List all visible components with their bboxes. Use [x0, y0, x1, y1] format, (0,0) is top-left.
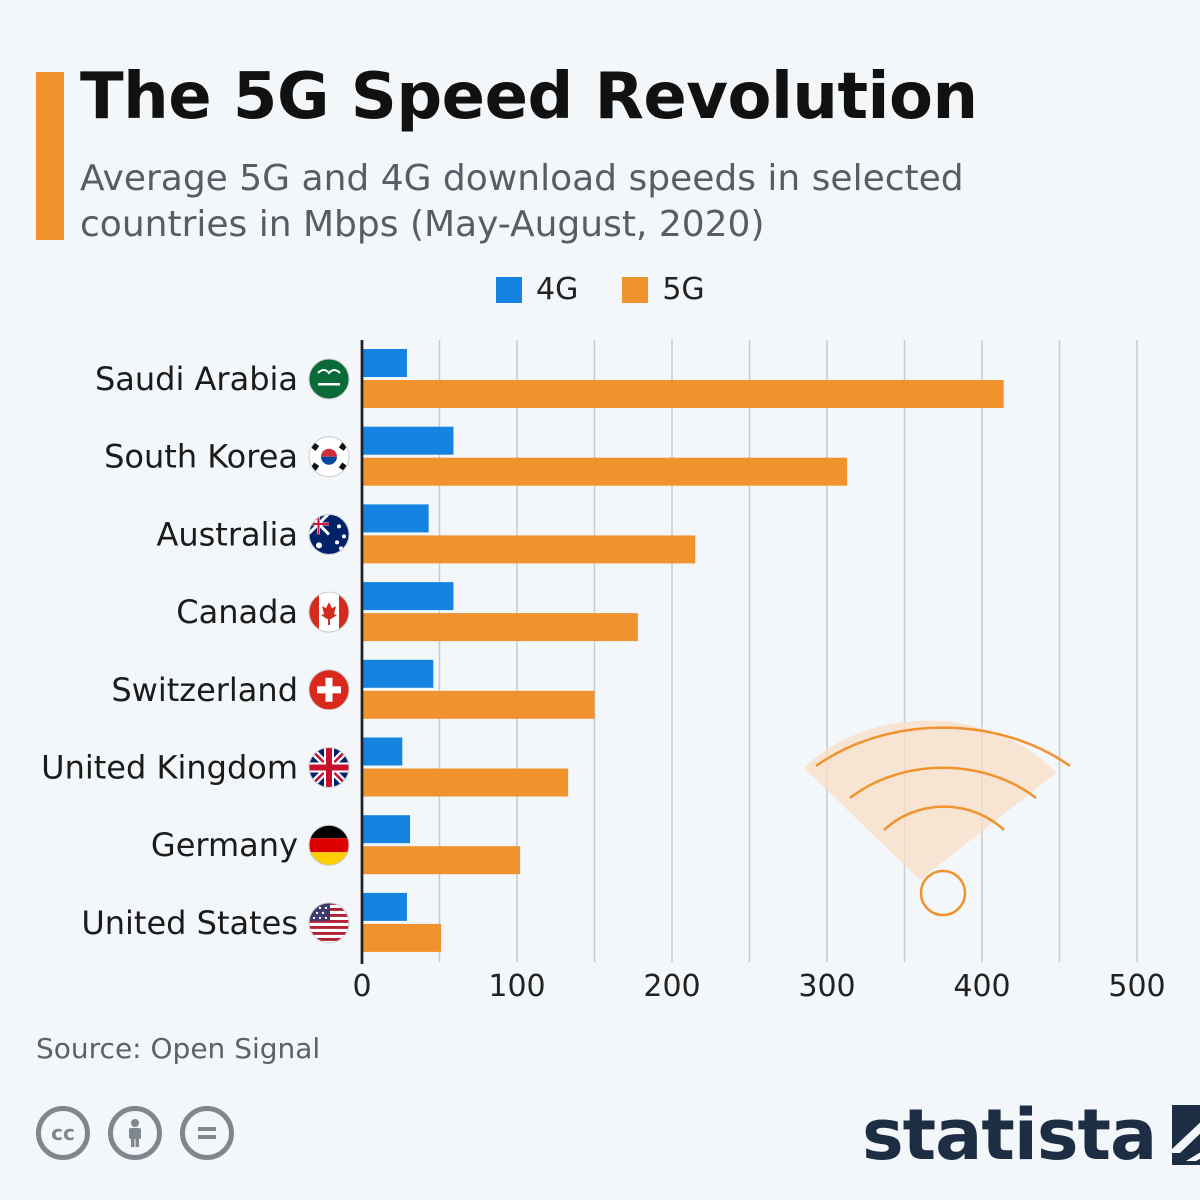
bar-4g	[362, 659, 434, 688]
chart-title: The 5G Speed Revolution	[80, 60, 978, 134]
bar-chart: Saudi Arabia South Korea Australia Canada Sw…	[41, 340, 1166, 1004]
statista-brand: statista	[862, 1094, 1200, 1176]
category-label: Canada	[176, 593, 298, 631]
south-korea-flag-icon	[308, 436, 350, 478]
australia-flag-icon	[308, 513, 350, 555]
legend-swatch-5g	[622, 276, 649, 303]
bar-4g	[362, 737, 403, 766]
source-note: Source: Open Signal	[36, 1032, 321, 1065]
category-label: South Korea	[104, 438, 298, 476]
signal-icon	[804, 720, 1071, 917]
category-label: United States	[81, 904, 298, 942]
bar-5g	[362, 690, 595, 719]
flags	[308, 358, 350, 944]
bar-5g	[362, 535, 696, 564]
no-derivatives-icon	[180, 1106, 234, 1160]
bars	[362, 349, 1004, 952]
statista-logo-icon	[1172, 1105, 1200, 1165]
category-label: Switzerland	[111, 671, 298, 709]
legend-swatch-4g	[496, 276, 522, 303]
x-axis-tick-labels: 0 100 200 300 400 500	[352, 969, 1165, 1004]
germany-flag-icon	[308, 824, 350, 866]
category-label: Australia	[156, 515, 298, 553]
legend-item-5g: 5G	[622, 272, 705, 307]
bar-5g	[362, 380, 1004, 408]
legend: 4G 5G	[496, 272, 749, 307]
category-label: Saudi Arabia	[95, 360, 298, 398]
legend-label-5g: 5G	[662, 272, 705, 307]
bar-4g	[362, 582, 454, 611]
united-kingdom-flag-icon	[308, 747, 350, 788]
legend-label-4g: 4G	[536, 272, 579, 307]
bar-5g	[362, 457, 848, 486]
grid-lines	[438, 340, 1138, 962]
brand-wordmark: statista	[862, 1094, 1157, 1176]
saudi-arabia-flag-icon	[308, 358, 350, 400]
bar-4g	[362, 504, 429, 533]
bar-4g	[362, 349, 407, 377]
x-tick-label: 100	[488, 969, 545, 1004]
bar-4g	[362, 815, 411, 844]
canada-flag-icon	[308, 591, 350, 633]
switzerland-flag-icon	[308, 669, 350, 711]
x-tick-label: 500	[1108, 969, 1165, 1004]
cc-icon: cc	[36, 1106, 90, 1160]
chart-subtitle: Average 5G and 4G download speeds in sel…	[80, 158, 964, 245]
accent-bar	[36, 72, 64, 240]
category-labels: Saudi Arabia South Korea Australia Canada Sw…	[41, 360, 298, 942]
bar-4g	[362, 892, 407, 921]
bar-4g	[362, 426, 454, 455]
x-tick-label: 0	[352, 969, 371, 1004]
bar-5g	[362, 613, 638, 642]
united-states-flag-icon	[308, 902, 350, 944]
category-label: United Kingdom	[41, 749, 298, 787]
x-tick-label: 300	[798, 969, 855, 1004]
attribution-icon	[108, 1106, 162, 1160]
category-label: Germany	[151, 826, 298, 864]
bar-5g	[362, 768, 569, 797]
legend-item-4g: 4G	[496, 272, 578, 307]
x-tick-label: 200	[643, 969, 700, 1004]
bar-5g	[362, 846, 521, 875]
bar-5g	[362, 923, 442, 952]
x-tick-label: 400	[953, 969, 1010, 1004]
